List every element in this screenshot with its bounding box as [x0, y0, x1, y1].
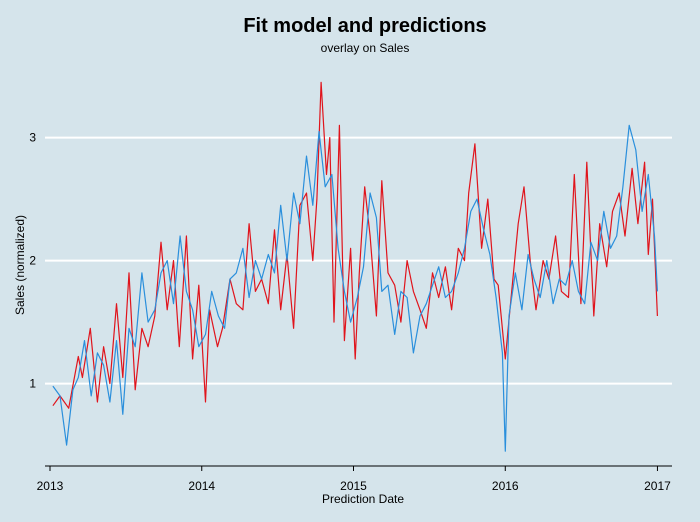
x-axis-label: Prediction Date: [322, 492, 404, 506]
y-tick-label: 3: [29, 131, 36, 145]
series-line-1: [52, 124, 658, 452]
x-axis-ticks: 2013 2014 2015 2016 2017: [37, 466, 671, 493]
series-line-0: [52, 81, 658, 409]
y-axis-ticks: 1 2 3: [29, 131, 36, 391]
x-tick-label: 2017: [644, 479, 671, 493]
x-tick-label: 2015: [340, 479, 367, 493]
y-tick-label: 1: [29, 377, 36, 391]
x-tick-label: 2016: [492, 479, 519, 493]
x-tick-label: 2014: [188, 479, 215, 493]
series-lines: [52, 81, 658, 452]
x-tick-label: 2013: [37, 479, 64, 493]
chart-subtitle: overlay on Sales: [321, 41, 410, 55]
y-tick-label: 2: [29, 254, 36, 268]
chart-title: Fit model and predictions: [243, 15, 486, 37]
grid-lines: [45, 136, 672, 385]
y-axis-label: Sales (normalized): [13, 215, 27, 315]
